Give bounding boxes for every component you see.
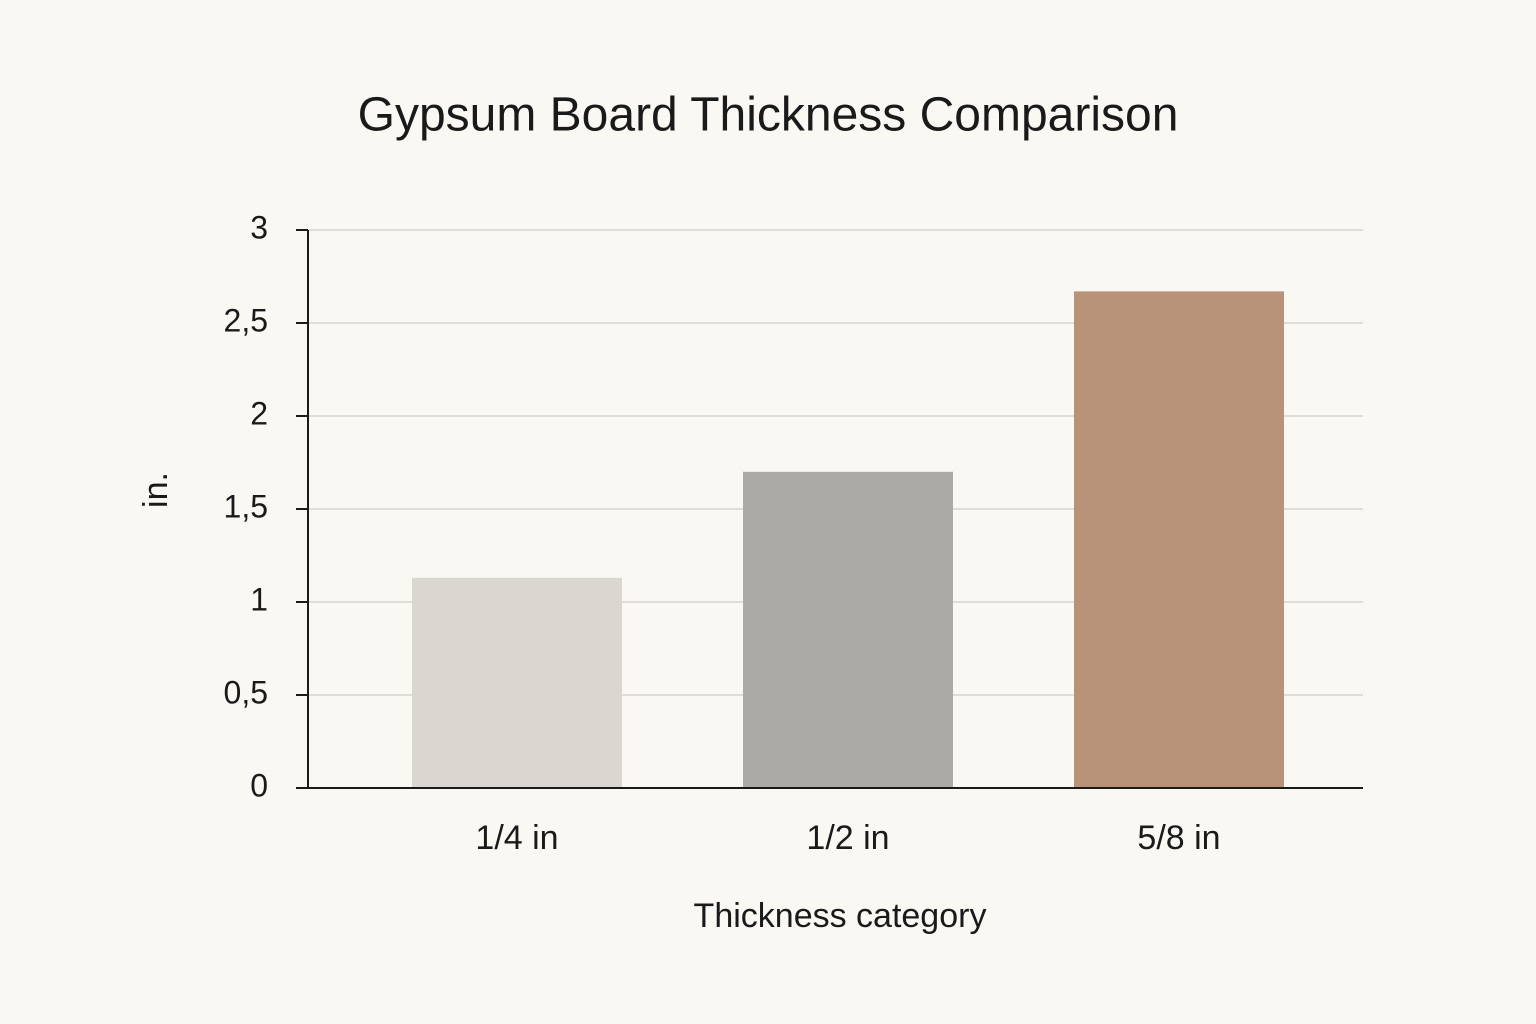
x-tick-label: 5/8 in	[1137, 819, 1220, 857]
x-tick-label: 1/2 in	[806, 819, 889, 857]
y-axis-title: in.	[137, 472, 175, 508]
x-tick-label: 1/4 in	[475, 819, 558, 857]
y-tick-label: 2	[250, 395, 268, 431]
x-axis-title: Thickness category	[694, 897, 987, 935]
y-tick-label: 1,5	[224, 488, 268, 524]
y-tick-label: 0,5	[224, 674, 268, 710]
y-tick-label: 1	[250, 581, 268, 617]
chart-title: Gypsum Board Thickness Comparison	[358, 89, 1179, 142]
y-tick-label: 3	[250, 209, 268, 245]
y-tick-label: 0	[250, 767, 268, 803]
bar	[743, 471, 953, 788]
bar	[412, 577, 622, 788]
y-tick-label: 2,5	[224, 302, 268, 338]
bar	[1074, 291, 1284, 788]
